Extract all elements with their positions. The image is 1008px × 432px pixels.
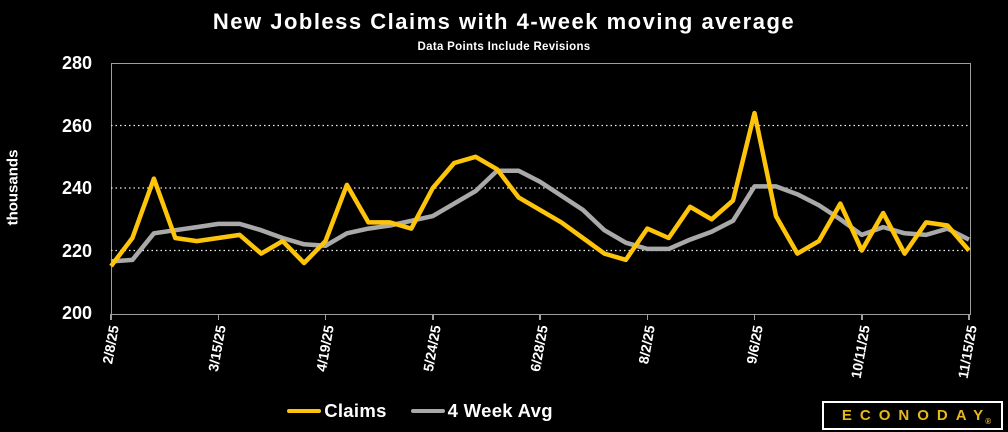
y-tick-label-220: 220 bbox=[61, 240, 92, 261]
x-tick-label-5-24-25: 5/24/25 bbox=[419, 324, 444, 373]
econoday-logo-text: ECONODAY bbox=[841, 407, 992, 424]
x-tick-mark bbox=[646, 314, 648, 320]
x-tick-label-6-28-25: 6/28/25 bbox=[526, 324, 551, 373]
econoday-logo: ECONODAY ® bbox=[822, 401, 1003, 430]
chart-title: New Jobless Claims with 4-week moving av… bbox=[212, 9, 796, 34]
x-tick-label-3-15-25: 3/15/25 bbox=[205, 324, 230, 373]
claims-line bbox=[109, 110, 971, 268]
x-tick-label-4-19-25: 4/19/25 bbox=[312, 324, 337, 373]
x-tick-mark bbox=[861, 314, 863, 320]
y-axis-title: thousands bbox=[4, 149, 22, 226]
y-tick-label-260: 260 bbox=[61, 115, 92, 136]
x-tick-label-10-11-25: 10/11/25 bbox=[847, 324, 873, 380]
chart-subtitle: Data Points Include Revisions bbox=[417, 41, 591, 53]
x-tick-mark bbox=[324, 314, 327, 320]
legend-item-claims: Claims bbox=[287, 400, 386, 422]
y-tick-label-200: 200 bbox=[61, 303, 92, 323]
plot-svg bbox=[109, 110, 971, 268]
x-tick-mark bbox=[539, 314, 541, 320]
series-lines bbox=[109, 110, 971, 268]
x-tick-mark bbox=[968, 314, 970, 320]
x-tick-mark bbox=[432, 314, 434, 320]
y-tick-label-280: 280 bbox=[61, 53, 92, 73]
legend-label-4-week-avg: 4 Week Avg bbox=[447, 400, 553, 421]
x-tick-label-9-6-25: 9/6/25 bbox=[742, 324, 766, 366]
legend-item-4-week-avg: 4 Week Avg bbox=[410, 400, 553, 422]
legend-swatch-claims bbox=[287, 408, 322, 414]
gridlines bbox=[111, 124, 969, 252]
plot-area bbox=[111, 63, 971, 315]
x-tick-label-8-2-25: 8/2/25 bbox=[635, 324, 659, 366]
legend-label-claims: Claims bbox=[324, 400, 387, 421]
x-tick-mark bbox=[753, 314, 756, 320]
legend-swatch-4-week-avg bbox=[410, 408, 445, 414]
legend: Claims 4 Week Avg bbox=[0, 398, 840, 424]
x-tick-mark bbox=[217, 314, 219, 320]
y-tick-label-240: 240 bbox=[61, 178, 92, 198]
x-tick-mark bbox=[110, 314, 112, 320]
x-tick-label-11-15-25: 11/15/25 bbox=[954, 324, 980, 380]
registered-trademark-icon: ® bbox=[985, 417, 992, 426]
x-tick-label-2-8-25: 2/8/25 bbox=[99, 324, 122, 366]
4-week-avg-line bbox=[110, 168, 971, 264]
